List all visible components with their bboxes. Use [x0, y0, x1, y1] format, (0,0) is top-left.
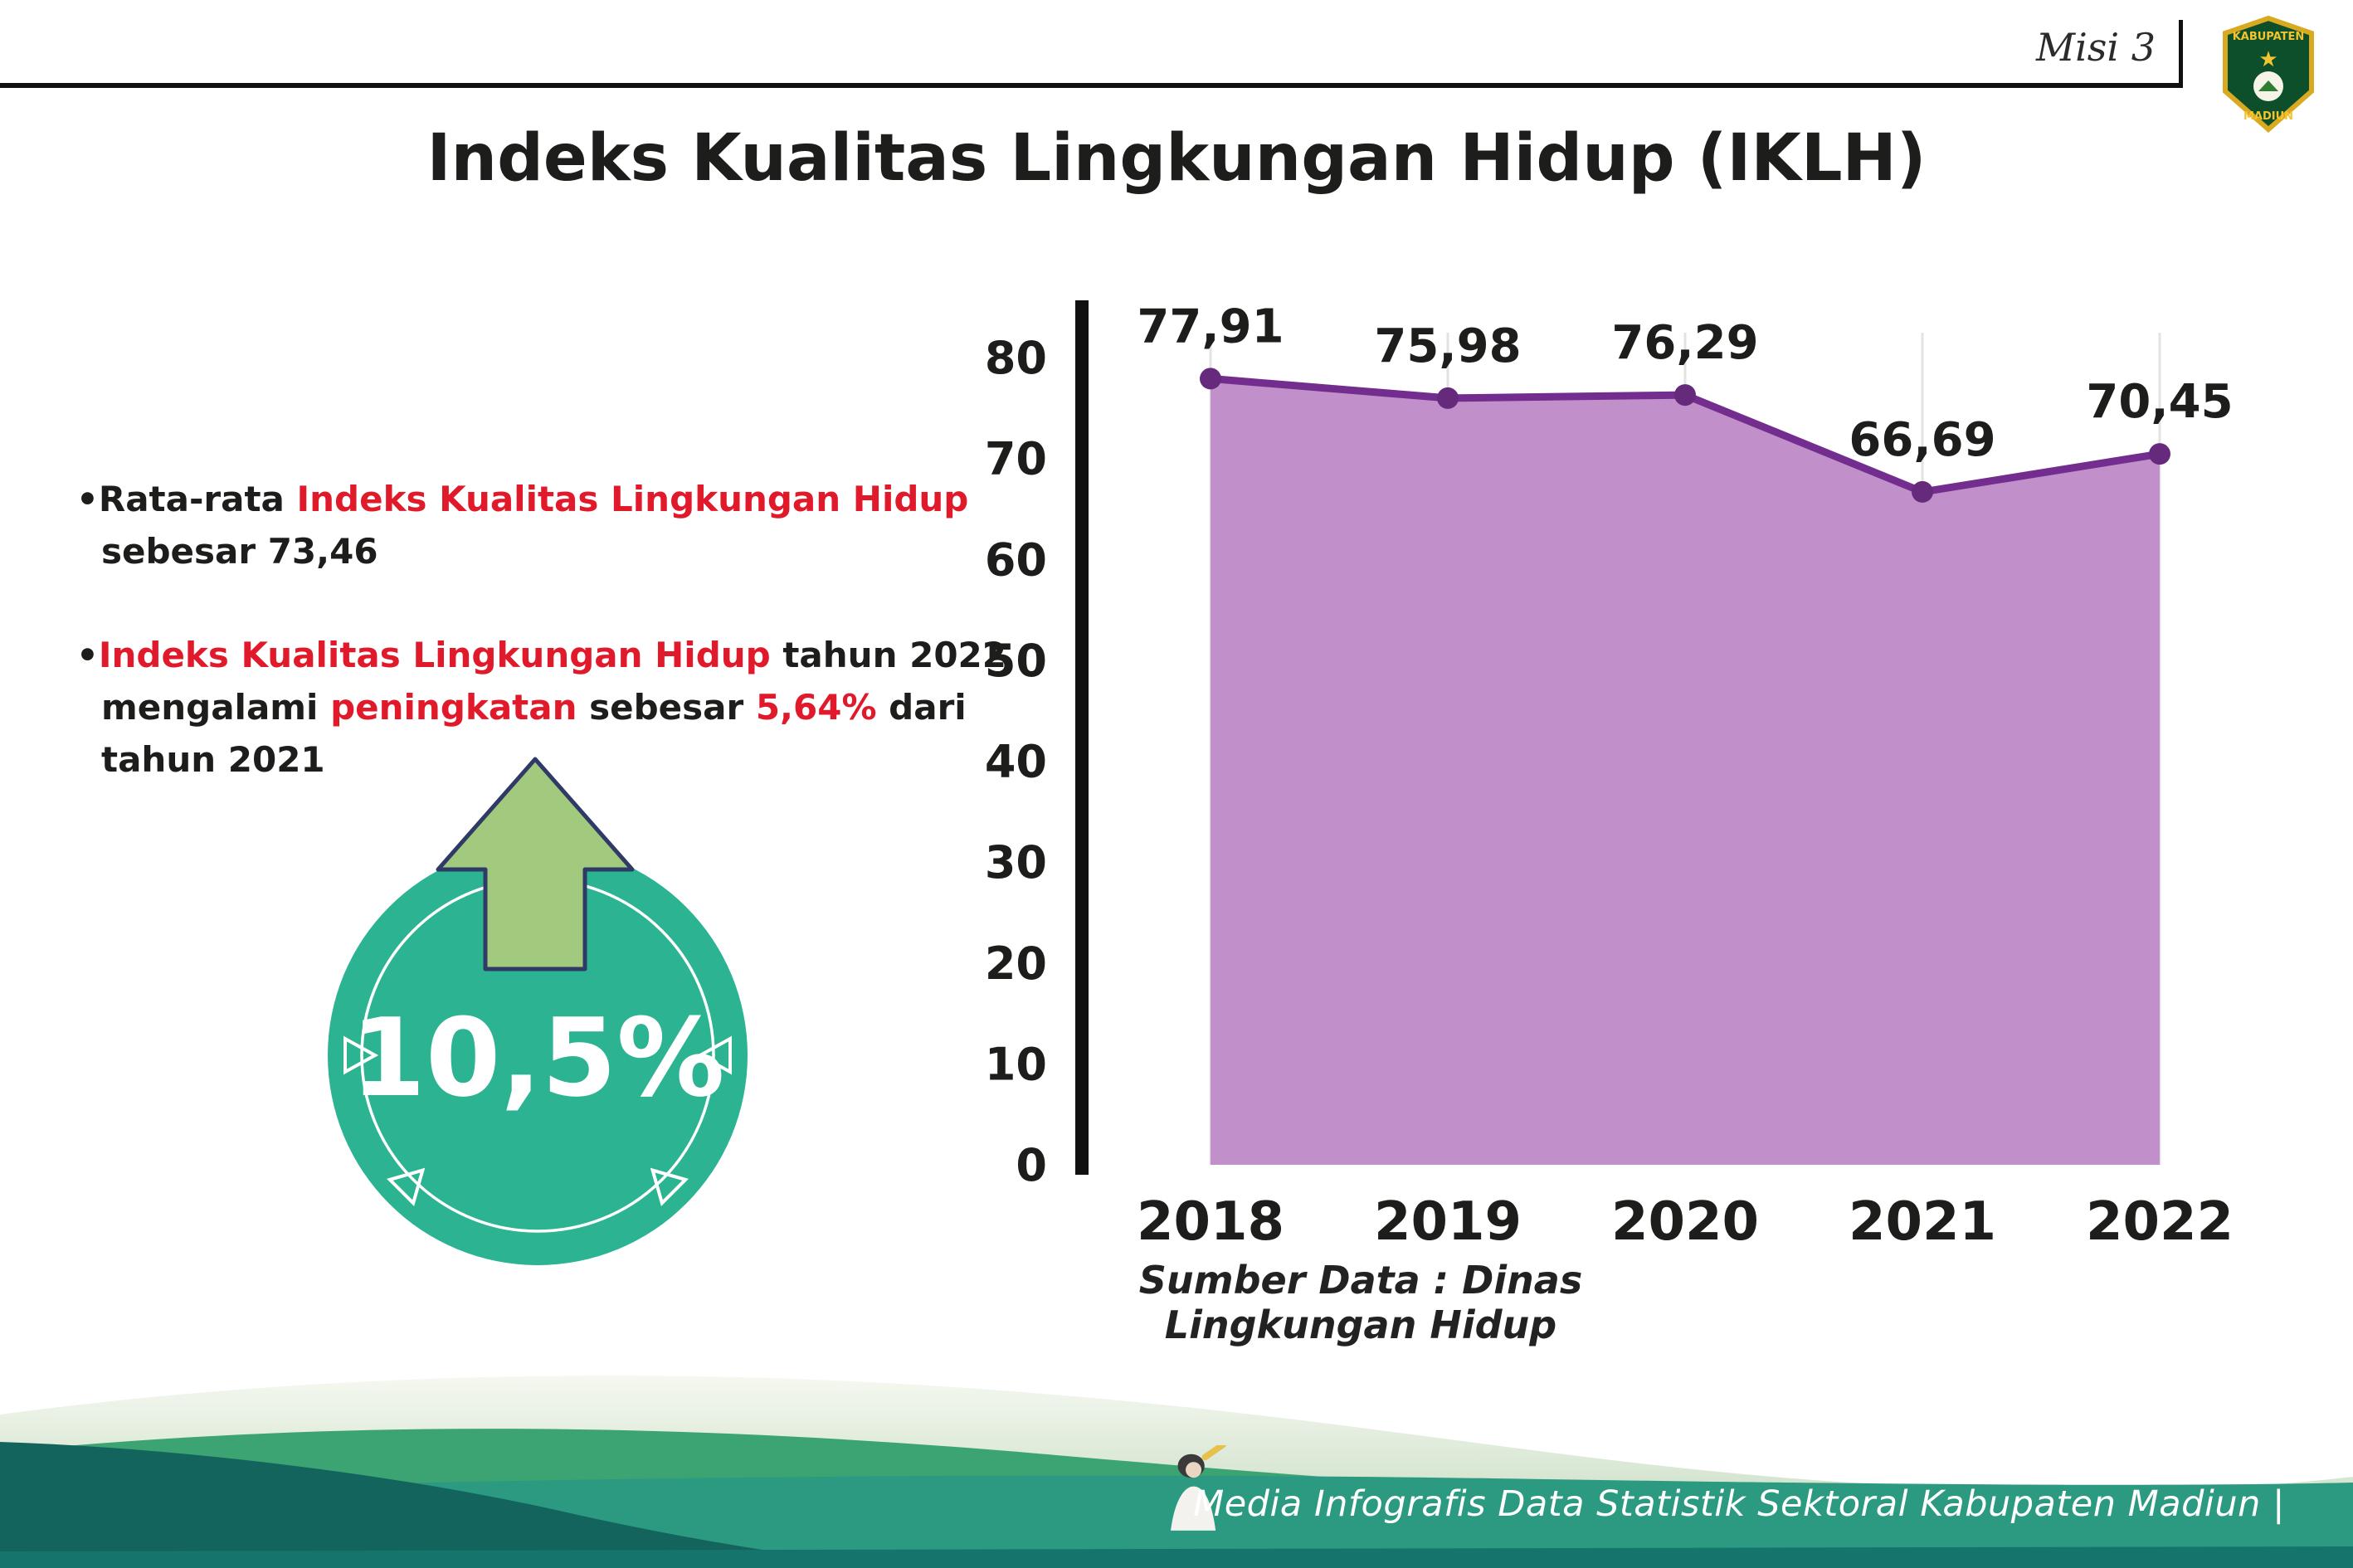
data-point: [2149, 443, 2170, 465]
badge-value: 10,5%: [350, 995, 724, 1121]
value-label: 70,45: [2086, 375, 2233, 429]
misi-label: Misi 3: [2035, 25, 2156, 70]
source-note: Sumber Data : Dinas Lingkungan Hidup: [1138, 1258, 1583, 1347]
footer-credit: Media Infografis Data Statistik Sektoral…: [1193, 1483, 2285, 1525]
bullet-item: •Indeks Kualitas Lingkungan Hidup tahun …: [76, 629, 1064, 786]
data-point: [1674, 384, 1696, 407]
y-axis-line: [1075, 300, 1089, 1175]
bullet-text-segment: tahun 2022 mengalami: [101, 635, 1006, 728]
data-point: [1200, 368, 1221, 390]
crest-mountain: [2258, 80, 2278, 91]
bullet-dot: •: [76, 479, 99, 519]
x-tick-label: 2019: [1374, 1191, 1522, 1253]
area-fill: [1211, 378, 2160, 1165]
value-label: 75,98: [1374, 319, 1521, 373]
star-icon: ★: [2258, 47, 2277, 72]
bullet-dot: •: [76, 635, 99, 675]
header-rule: [0, 83, 2179, 88]
y-tick-label: 10: [985, 1038, 1047, 1090]
bullet-text-segment: dari tahun 2021: [101, 687, 967, 780]
y-tick-label: 0: [1016, 1139, 1047, 1191]
x-tick-label: 2022: [2086, 1191, 2234, 1253]
up-arrow-icon: [436, 757, 635, 971]
data-point: [1437, 387, 1459, 409]
value-label: 77,91: [1137, 299, 1284, 353]
bullet-text-segment: sebesar: [577, 687, 756, 728]
badge-ring-ticks: [343, 1035, 732, 1207]
footer-bottom-strip: [0, 1546, 2353, 1568]
value-label: 66,69: [1849, 413, 1995, 467]
x-tick-label: 2018: [1137, 1191, 1284, 1253]
y-tick-label: 20: [985, 937, 1047, 990]
data-point: [1912, 480, 1933, 503]
x-tick-label: 2020: [1611, 1191, 1759, 1253]
growth-badge: 10,5%: [328, 757, 748, 1265]
x-tick-label: 2021: [1849, 1191, 1996, 1253]
mascot-body: [1171, 1486, 1216, 1531]
value-label: 76,29: [1611, 316, 1758, 370]
bullet-text-segment: 5,64%: [755, 687, 877, 728]
mascot-pen: [1201, 1445, 1226, 1461]
key-points-list: •Rata-rata Indeks Kualitas Lingkungan Hi…: [76, 473, 1064, 837]
bullet-item: •Rata-rata Indeks Kualitas Lingkungan Hi…: [76, 473, 1064, 577]
bullet-text-segment: Indeks Kualitas Lingkungan Hidup: [296, 479, 969, 519]
y-tick-label: 30: [985, 836, 1047, 889]
mascot-face: [1186, 1462, 1202, 1478]
bullet-text-segment: peningkatan: [330, 687, 577, 728]
bullet-text-segment: Rata-rata: [98, 479, 297, 519]
badge-circle: [328, 845, 748, 1265]
kabupaten-madiun-logo: KABUPATEN ★ MADIUN: [2223, 15, 2314, 134]
page-title: Indeks Kualitas Lingkungan Hidup (IKLH): [426, 121, 1927, 196]
bullet-text-segment: sebesar 73,46: [101, 531, 378, 572]
footer-wave-dark-teal: [0, 1442, 896, 1568]
trend-line: [1206, 374, 2164, 496]
header-rule-vertical: [2179, 20, 2183, 88]
crest-bottom-text: MADIUN: [2243, 110, 2293, 123]
mascot-icon: [1171, 1445, 1226, 1531]
y-tick-label: 80: [985, 332, 1047, 384]
bullet-text-segment: Indeks Kualitas Lingkungan Hidup: [98, 635, 771, 675]
crest-top-text: KABUPATEN: [2233, 31, 2305, 43]
